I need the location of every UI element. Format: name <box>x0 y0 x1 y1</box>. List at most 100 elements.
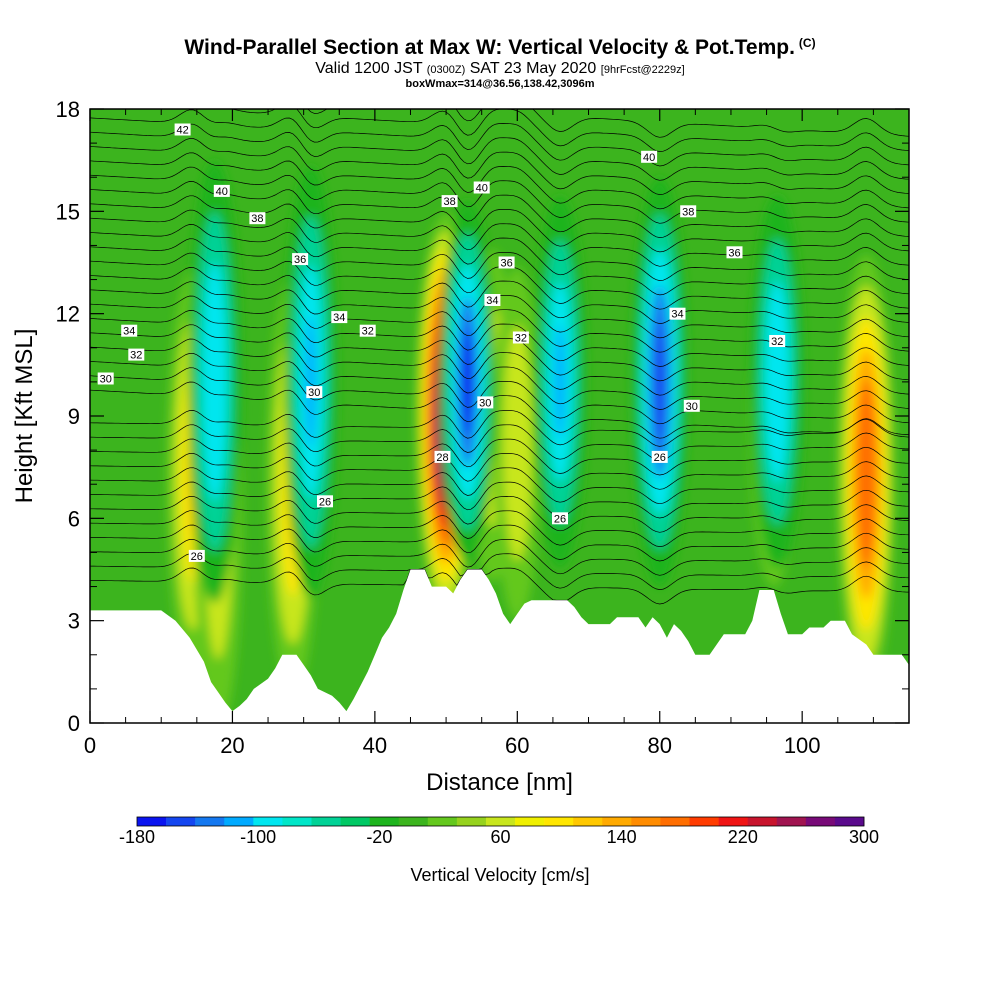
colorbar-tick-label: 300 <box>849 827 879 847</box>
theta-contour-line <box>90 367 909 425</box>
theta-label-text: 30 <box>686 401 698 413</box>
y-tick-label: 15 <box>56 199 80 224</box>
theta-label-bg <box>473 181 490 194</box>
theta-contour-line <box>90 109 909 167</box>
theta-contour-line <box>90 524 909 562</box>
theta-contour-line <box>90 338 909 396</box>
theta-label: 26 <box>317 495 333 508</box>
x-tick-label: 40 <box>363 733 387 758</box>
theta-label-text: 26 <box>191 551 203 563</box>
theta-contour-line <box>90 209 909 267</box>
theta-contour-line <box>90 152 909 210</box>
colorbar-swatch <box>805 817 836 826</box>
theta-label-bg <box>641 150 658 163</box>
theta-label: 30 <box>477 396 494 409</box>
theta-contour-line <box>90 310 909 367</box>
theta-label: 42 <box>174 123 191 137</box>
theta-contour-line <box>90 353 909 410</box>
colorbar-swatch <box>166 817 196 826</box>
title-text: Wind-Parallel Section at Max W: Vertical… <box>184 36 795 59</box>
theta-label: 36 <box>292 253 309 266</box>
updraft-band <box>861 411 872 537</box>
theta-label: 32 <box>512 331 529 345</box>
theta-label-bg <box>498 256 515 269</box>
colorbar-swatch <box>456 817 487 826</box>
downdraft-band <box>462 328 473 436</box>
theta-label-bg <box>97 372 114 385</box>
theta-label: 30 <box>97 372 114 386</box>
colorbar-tick-label: -20 <box>366 827 392 847</box>
theta-label-bg <box>726 246 743 259</box>
theta-contour-line <box>90 453 909 490</box>
theta-label-text: 38 <box>251 213 263 225</box>
colorbar-swatch <box>660 817 690 826</box>
theta-label: 40 <box>641 150 658 164</box>
theta-contour-line <box>90 381 909 439</box>
x-tick-label: 20 <box>220 733 244 758</box>
theta-label: 28 <box>434 450 451 464</box>
theta-label-bg <box>680 205 697 218</box>
x-tick-label: 100 <box>784 733 821 758</box>
colorbar-swatch <box>485 817 516 826</box>
theta-label: 34 <box>331 311 348 324</box>
y-tick-label: 18 <box>56 97 80 122</box>
theta-label-bg <box>292 253 309 266</box>
theta-label-text: 30 <box>308 387 320 399</box>
theta-label-bg <box>188 549 205 562</box>
theta-label-bg <box>477 396 494 409</box>
colorbar-swatch <box>573 817 603 826</box>
colorbar-swatch <box>253 817 283 826</box>
theta-label-bg <box>128 348 145 361</box>
theta-label: 32 <box>359 324 376 338</box>
colorbar-swatch <box>544 817 574 826</box>
valid-date: SAT 23 May 2020 <box>469 60 597 77</box>
theta-label: 26 <box>552 512 568 525</box>
terrain <box>90 569 909 723</box>
colorbar-tick-label: 140 <box>607 827 637 847</box>
theta-label-bg <box>174 123 191 136</box>
theta-contour-line <box>307 109 909 138</box>
theta-label: 30 <box>683 399 700 413</box>
theta-label-text: 42 <box>176 125 188 137</box>
theta-label: 34 <box>484 294 501 307</box>
colorbar-swatch <box>718 817 748 826</box>
velocity-field: 42 40 38 36 34 32 34 32 30 30 26 26 28 30 32 34 36 38 40 26… <box>90 109 909 723</box>
theta-label-text: 26 <box>554 513 566 525</box>
colorbar-swatch <box>747 817 778 826</box>
theta-label-bg <box>317 495 333 508</box>
x-tick-label: 60 <box>505 733 529 758</box>
theta-label-text: 34 <box>486 295 498 307</box>
theta-label-bg <box>213 184 230 197</box>
downdraft-band <box>555 324 566 440</box>
theta-contour-line <box>90 510 909 547</box>
theta-label: 40 <box>473 181 490 195</box>
theta-contour-line <box>90 467 909 505</box>
velocity-columns <box>166 160 895 723</box>
theta-label-text: 38 <box>443 196 455 208</box>
y-tick-label: 0 <box>68 711 80 736</box>
downdraft-band <box>209 313 220 450</box>
y-tick-label: 9 <box>68 404 80 429</box>
theta-label-text: 32 <box>771 336 783 348</box>
y-tick-label: 6 <box>68 506 80 531</box>
colorbar-swatch <box>340 817 370 826</box>
chart-title: Wind-Parallel Section at Max W: Vertical… <box>0 36 1000 60</box>
theta-label-text: 36 <box>500 258 512 270</box>
theta-label-text: 40 <box>216 186 228 198</box>
theta-label-bg <box>434 450 451 463</box>
theta-label: 30 <box>306 386 323 399</box>
theta-label-bg <box>512 331 529 344</box>
theta-label-text: 32 <box>515 333 527 345</box>
theta-label: 38 <box>249 212 266 225</box>
theta-label-text: 34 <box>671 309 683 321</box>
theta-label: 32 <box>128 348 145 362</box>
theta-contour-line <box>90 195 909 253</box>
theta-label: 32 <box>769 335 786 348</box>
valid-time: Valid 1200 JST <box>315 60 423 77</box>
x-tick-label: 80 <box>647 733 671 758</box>
theta-label: 34 <box>121 324 138 338</box>
colorbar-tick-label: -180 <box>119 827 155 847</box>
y-tick-label: 12 <box>56 302 80 327</box>
theta-label: 38 <box>441 195 458 208</box>
